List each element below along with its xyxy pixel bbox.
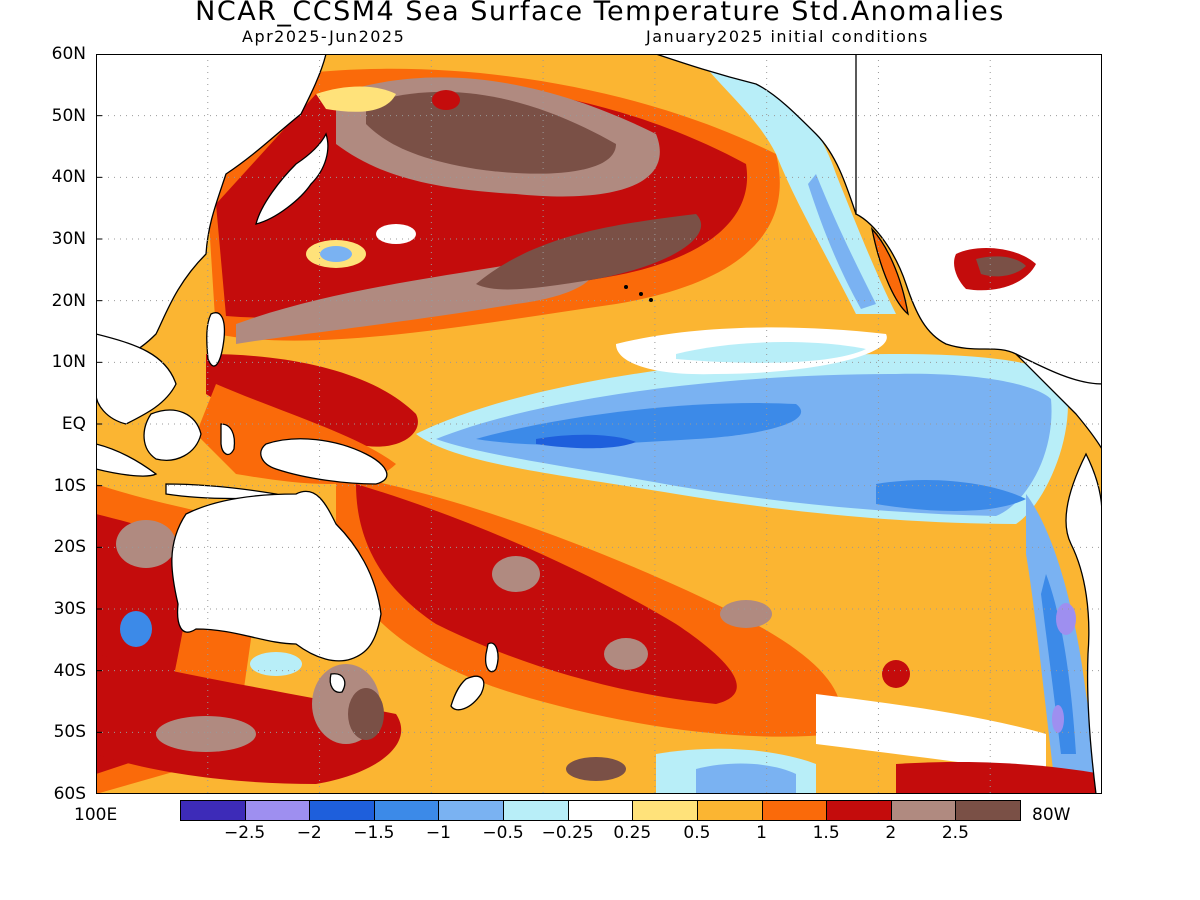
colorbar-swatch <box>244 800 311 821</box>
anomaly-region <box>120 611 152 647</box>
asia <box>96 54 327 359</box>
lat-label: 10N <box>51 352 86 373</box>
colorbar-swatch <box>309 800 375 821</box>
initial-conditions: January2025 initial conditions <box>646 27 929 46</box>
hawaii <box>649 298 653 302</box>
colorbar-swatch <box>826 800 892 821</box>
colorbar-label: 1.5 <box>812 823 840 843</box>
lat-label: 50N <box>51 105 86 126</box>
baja <box>870 226 909 316</box>
colorbar-label: −0.5 <box>482 823 524 843</box>
colorbar-label: −1 <box>425 823 451 843</box>
anomaly-region <box>206 354 418 447</box>
colorbar-swatch <box>373 800 440 821</box>
anomaly-region <box>96 654 402 784</box>
land <box>96 54 1102 794</box>
anomaly-region <box>976 256 1026 277</box>
anomaly-region <box>816 694 1046 774</box>
colorbar-label: −1.5 <box>353 823 395 843</box>
indochina <box>96 333 177 425</box>
colorbar-swatch <box>955 800 1021 821</box>
colorbar-swatch <box>890 800 957 821</box>
anomaly-region <box>476 403 802 445</box>
lat-ticks <box>96 54 102 794</box>
longitude-right-label: 80W <box>1032 805 1071 825</box>
anomaly-region <box>432 90 460 110</box>
colorbar-label: 0.5 <box>683 823 711 843</box>
anomaly-region <box>250 652 302 676</box>
tasmania <box>329 673 346 693</box>
new-zealand-north <box>485 642 499 673</box>
anomaly-region <box>156 716 256 752</box>
new-zealand-south <box>450 675 485 711</box>
longitude-left-label: 100E <box>74 805 118 825</box>
colorbar-swatch <box>567 800 634 821</box>
colorbar-swatch <box>761 800 828 821</box>
colorbar-label: −2 <box>296 823 322 843</box>
lat-label: 40N <box>51 167 86 188</box>
australia <box>171 490 382 662</box>
anomaly-region <box>436 373 1052 516</box>
lat-label: 30N <box>51 229 86 249</box>
anomaly-region <box>316 86 396 112</box>
colorbar-swatch <box>438 800 505 821</box>
anomaly-region <box>696 763 796 794</box>
anomaly-region <box>366 91 616 174</box>
lat-label: EQ <box>61 414 86 434</box>
anomaly-region <box>676 342 866 363</box>
anomaly-region <box>1026 494 1102 794</box>
colorbar-label: −2.5 <box>223 823 266 843</box>
sumatra <box>96 443 158 477</box>
colorbar-swatch <box>696 800 763 821</box>
anomaly-region <box>476 214 702 290</box>
anomaly-region <box>492 556 540 592</box>
colorbar-swatch <box>632 800 698 821</box>
lat-label: 20S <box>53 537 86 558</box>
anomaly-region <box>536 434 636 449</box>
map-title: NCAR_CCSM4 Sea Surface Temperature Std.A… <box>195 0 1005 27</box>
colorbar-label: 2.5 <box>941 823 969 843</box>
sulawesi <box>220 423 236 456</box>
anomaly-region <box>116 520 176 568</box>
anomaly-region <box>808 174 876 309</box>
anomaly-region <box>1041 574 1076 754</box>
anomaly-region <box>882 660 910 688</box>
anomaly-region <box>348 688 384 740</box>
philippines <box>206 312 226 367</box>
japan <box>255 132 329 225</box>
lat-label: 20N <box>51 290 86 311</box>
anomaly-region <box>876 479 1026 511</box>
anomaly-region <box>376 224 416 244</box>
hawaii <box>639 292 643 296</box>
forecast-period: Apr2025-Jun2025 <box>242 27 406 46</box>
anomaly-region <box>604 638 648 670</box>
anomaly-region <box>1056 603 1076 635</box>
central-america <box>1015 353 1102 451</box>
colorbar-swatch <box>180 800 246 821</box>
anomaly-region <box>1052 705 1064 733</box>
new-guinea <box>260 438 388 485</box>
colorbar-swatch <box>503 800 569 821</box>
lat-label: 30S <box>53 599 86 619</box>
colorbar-label: 1 <box>756 823 767 843</box>
anomaly-region <box>896 762 1102 794</box>
anomaly-region <box>566 757 626 781</box>
anomaly-region <box>320 246 352 262</box>
anomaly-region <box>720 600 772 628</box>
lat-label: 50S <box>53 722 86 743</box>
lat-label: 60N <box>51 44 86 64</box>
lat-label: 40S <box>53 660 86 681</box>
colorbar-label: −0.25 <box>541 823 594 843</box>
colorbar-label: 0.25 <box>613 823 652 843</box>
lat-label: 10S <box>53 475 86 496</box>
colorbar-label: 2 <box>885 823 897 843</box>
borneo <box>143 409 202 461</box>
lat-label: 60S <box>53 784 86 804</box>
hawaii <box>624 285 628 289</box>
sst-anomaly-map <box>96 54 1102 794</box>
